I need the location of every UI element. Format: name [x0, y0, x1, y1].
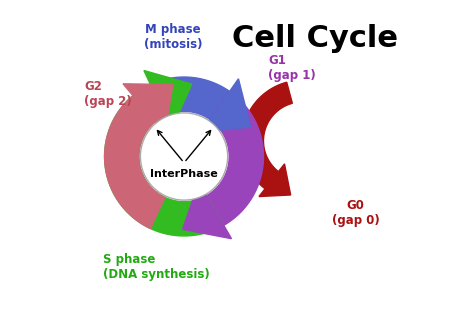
Text: S phase
(DNA synthesis): S phase (DNA synthesis) — [103, 253, 210, 281]
Text: M phase
(mitosis): M phase (mitosis) — [144, 23, 202, 50]
Polygon shape — [144, 70, 192, 130]
Polygon shape — [242, 82, 292, 189]
Polygon shape — [105, 96, 165, 228]
Text: G1
(gap 1): G1 (gap 1) — [268, 54, 316, 82]
Polygon shape — [201, 79, 251, 132]
Circle shape — [140, 113, 228, 200]
Polygon shape — [182, 182, 231, 239]
Text: Cell Cycle: Cell Cycle — [232, 23, 398, 53]
Text: G0
(gap 0): G0 (gap 0) — [331, 198, 379, 227]
Polygon shape — [123, 84, 173, 134]
Polygon shape — [133, 77, 229, 122]
Text: InterPhase: InterPhase — [150, 169, 218, 179]
Text: G2
(gap 2): G2 (gap 2) — [84, 80, 132, 108]
Polygon shape — [105, 85, 224, 236]
Polygon shape — [207, 91, 264, 225]
Polygon shape — [259, 164, 291, 197]
